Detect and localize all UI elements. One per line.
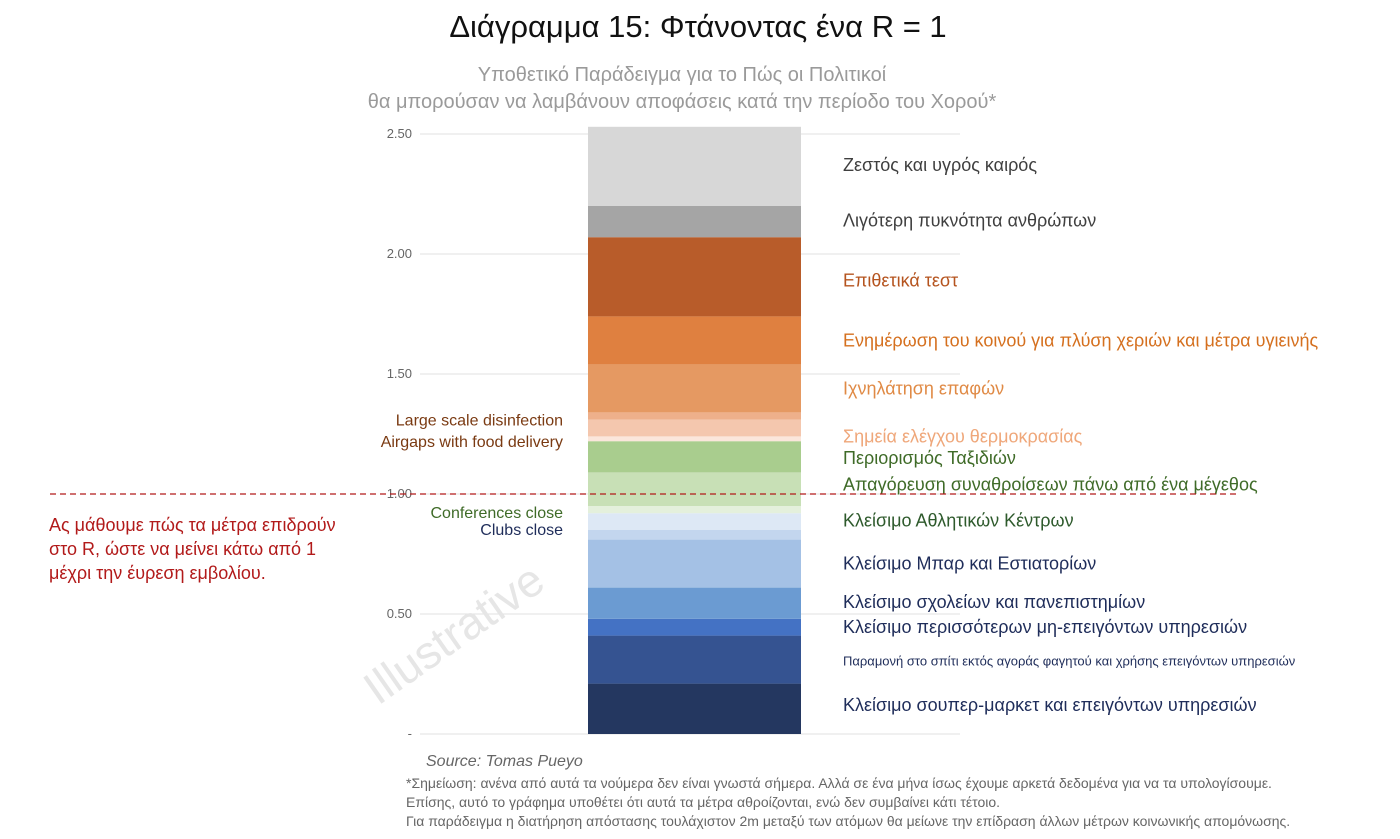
y-tick-label: 1.00 [387, 486, 412, 501]
threshold-note-line-2: στο R, ώστε να μείνει κάτω από 1 [49, 539, 316, 559]
bar-segment [588, 436, 801, 442]
segment-label-right: Ιχνηλάτηση επαφών [843, 378, 1004, 398]
segment-label-left: Clubs close [480, 522, 563, 539]
bar-segment [588, 441, 801, 473]
bar-segment [588, 683, 801, 734]
segment-label-right: Κλείσιμο περισσότερων μη-επειγόντων υπηρ… [843, 617, 1247, 637]
segment-label-left: Conferences close [430, 505, 563, 522]
segment-label-right: Απαγόρευση συναθροίσεων πάνω από ένα μέγ… [843, 474, 1258, 494]
y-tick-label: - [408, 726, 412, 741]
bar-segment [588, 237, 801, 317]
left-labels: Large scale disinfection Airgaps with foo… [381, 413, 563, 539]
bar-segment [588, 513, 801, 530]
y-axis-ticks: - 0.50 1.00 1.50 2.00 2.50 [387, 126, 412, 741]
watermark: Illustrative [354, 553, 553, 714]
source-note: Source: Tomas Pueyo [426, 753, 583, 770]
threshold-note-line-1: Ας μάθουμε πώς τα μέτρα επιδρούν [49, 515, 336, 535]
segment-label-right: Ενημέρωση του κοινού για πλύση χεριών κα… [843, 330, 1319, 350]
bar-segment [588, 539, 801, 588]
bar-segment [588, 126, 801, 206]
y-tick-label: 1.50 [387, 366, 412, 381]
segment-label-right: Περιορισμός Ταξιδιών [843, 448, 1016, 468]
segment-label-right: Λιγότερη πυκνότητα ανθρώπων [843, 210, 1096, 230]
segment-label-right: Κλείσιμο Αθλητικών Κέντρων [843, 510, 1074, 530]
segment-label-right: Παραμονή στο σπίτι εκτός αγοράς φαγητού … [843, 654, 1295, 669]
footnote-line-1: *Σημείωση: ανένα από αυτά τα νούμερα δεν… [406, 775, 1272, 791]
bar-segment [588, 530, 801, 540]
segment-label-right: Επιθετικά τεστ [843, 270, 958, 290]
bar-segment [588, 635, 801, 684]
bar-segment [588, 316, 801, 365]
footnote-line-2: Επίσης, αυτό το γράφημα υποθέτει ότι αυτ… [406, 794, 1000, 810]
segment-label-right: Σημεία ελέγχου θερμοκρασίας [843, 426, 1083, 446]
segment-label-right: Κλείσιμο σχολείων και πανεπιστημίων [843, 592, 1145, 612]
chart-title: Διάγραμμα 15: Φτάνοντας ένα R = 1 [449, 9, 946, 44]
y-tick-label: 2.50 [387, 126, 412, 141]
segment-label-right: Κλείσιμο Μπαρ και Εστιατορίων [843, 554, 1096, 574]
bar-segment [588, 364, 801, 413]
y-tick-label: 2.00 [387, 246, 412, 261]
segment-label-right: Κλείσιμο σουπερ-μαρκετ και επειγόντων υπ… [843, 695, 1257, 715]
segment-label-left: Large scale disinfection [396, 413, 563, 430]
chart-subtitle-line-2: θα μπορούσαν να λαμβάνουν αποφάσεις κατά… [368, 91, 997, 113]
right-labels: Ζεστός και υγρός καιρός Λιγότερη πυκνότητ… [843, 155, 1319, 715]
chart-subtitle-line-1: Υποθετικό Παράδειγμα για το Πώς οι Πολιτ… [478, 64, 887, 86]
bar-segment [588, 472, 801, 506]
bar-segment [588, 206, 801, 238]
threshold-note-line-3: μέχρι την έυρεση εμβολίου. [49, 563, 266, 583]
bar-segment [588, 412, 801, 420]
footnote-line-3: Για παράδειγμα η διατήρηση απόστασης του… [406, 813, 1290, 829]
bar-segment [588, 618, 801, 636]
y-tick-label: 0.50 [387, 606, 412, 621]
segment-label-left: Airgaps with food delivery [381, 434, 563, 451]
bar-segment [588, 587, 801, 619]
bar-segment [588, 419, 801, 437]
bar-segment [588, 506, 801, 514]
segment-label-right: Ζεστός και υγρός καιρός [843, 155, 1037, 175]
stacked-bar [588, 126, 801, 734]
